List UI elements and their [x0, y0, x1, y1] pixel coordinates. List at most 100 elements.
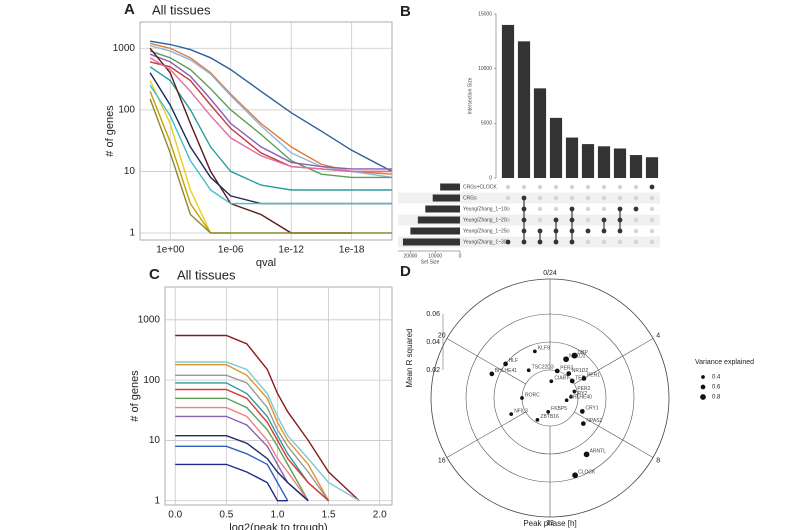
- set-bar: [417, 216, 460, 224]
- gene-point: [569, 378, 575, 384]
- y-axis-title: # of genes: [129, 370, 141, 422]
- y-tick-label: 10: [149, 435, 161, 446]
- gene-label: PER3: [560, 365, 573, 371]
- series-line: [149, 57, 392, 173]
- member-dot: [505, 239, 511, 245]
- panel-title: All tissues: [177, 267, 236, 282]
- bar: [613, 148, 627, 178]
- set-name: Yeung/Zhang_1~10: [463, 206, 507, 212]
- x-axis-title: Set Size: [421, 259, 440, 265]
- gene-point: [563, 356, 569, 363]
- empty-dot: [649, 228, 655, 234]
- bar: [565, 137, 579, 178]
- gene-label: KLF9: [538, 346, 550, 352]
- angle-label: 4: [656, 332, 660, 339]
- set-name: CRGs: [463, 195, 477, 201]
- row-shade: [398, 236, 660, 248]
- gene-label: BHLHE41: [495, 368, 517, 374]
- x-tick-label: 20000: [403, 253, 417, 259]
- bar: [645, 157, 659, 178]
- y-tick-label: 10000: [478, 66, 492, 72]
- x-axis-title: Peak phase [h]: [523, 519, 576, 528]
- x-tick-label: 1e-18: [339, 245, 365, 256]
- legend-dot: [701, 375, 705, 379]
- gene-label: RORC: [525, 392, 540, 398]
- gene-point: [579, 409, 585, 414]
- member-dot: [617, 217, 623, 223]
- gene-label: PER1: [587, 373, 600, 379]
- bar: [533, 88, 547, 178]
- set-bar: [432, 194, 460, 202]
- member-dot: [521, 195, 527, 201]
- empty-dot: [649, 195, 655, 201]
- spoke: [446, 338, 526, 385]
- gene-point: [564, 398, 569, 403]
- series-line: [149, 40, 393, 173]
- y-tick-label: 0: [489, 175, 492, 181]
- member-dot: [521, 206, 527, 212]
- gene-label: CIART: [554, 376, 569, 382]
- member-dot: [569, 228, 575, 234]
- gene-point: [572, 472, 578, 479]
- panel-letter: C: [149, 266, 160, 283]
- gene-label: FKBP5: [551, 406, 567, 412]
- empty-dot: [585, 239, 591, 245]
- legend-title: Variance explained: [695, 359, 754, 366]
- y-axis-title: Mean R squared: [405, 328, 414, 387]
- member-dot: [633, 206, 639, 212]
- empty-dot: [553, 206, 559, 212]
- legend-dot: [700, 394, 706, 400]
- empty-dot: [601, 195, 607, 201]
- series-line: [175, 463, 288, 502]
- member-dot: [569, 239, 575, 245]
- y-axis-title: # of genes: [104, 105, 116, 157]
- series-line: [175, 364, 330, 502]
- gene-point: [535, 417, 540, 422]
- bar: [549, 117, 563, 178]
- empty-dot: [649, 206, 655, 212]
- gene-point: [526, 368, 531, 373]
- legend-label: 0.8: [712, 395, 721, 401]
- empty-dot: [537, 184, 543, 190]
- gene-label: NPAS2: [586, 418, 602, 424]
- empty-dot: [505, 206, 511, 212]
- gene-label: DBP: [578, 350, 589, 356]
- empty-dot: [537, 217, 543, 223]
- member-dot: [617, 228, 623, 234]
- member-dot: [521, 228, 527, 234]
- member-dot: [569, 217, 575, 223]
- empty-dot: [633, 184, 639, 190]
- series-line: [149, 53, 392, 170]
- legend-label: 0.6: [712, 385, 721, 391]
- panel-letter: D: [400, 263, 411, 280]
- gene-point: [583, 451, 590, 458]
- empty-dot: [649, 217, 655, 223]
- gene-label: PER2: [577, 386, 590, 392]
- set-bar: [410, 227, 460, 235]
- x-tick-label: 1.5: [322, 510, 336, 521]
- empty-dot: [505, 184, 511, 190]
- member-dot: [553, 217, 559, 223]
- series-line: [175, 406, 309, 502]
- series-line: [149, 50, 392, 179]
- gene-label: ZBTB16: [540, 414, 559, 420]
- y-tick-label: 100: [118, 104, 135, 115]
- x-tick-label: 1e-12: [278, 245, 304, 256]
- spoke: [446, 411, 526, 458]
- gene-point: [546, 410, 551, 414]
- set-bar: [425, 205, 460, 213]
- gene-point: [520, 396, 524, 400]
- series-line: [175, 374, 330, 502]
- y-tick-label: 100: [143, 375, 160, 386]
- gene-point: [572, 389, 577, 394]
- gene-point: [580, 421, 586, 426]
- y-tick-label: 10: [124, 166, 136, 177]
- gene-point: [503, 361, 508, 367]
- member-dot: [553, 228, 559, 234]
- member-dot: [537, 239, 543, 245]
- gene-label: HLF: [509, 358, 518, 364]
- r-tick-label: 0.06: [426, 311, 440, 318]
- panel-letter: A: [124, 1, 135, 18]
- gene-label: NR1D1: [569, 354, 586, 360]
